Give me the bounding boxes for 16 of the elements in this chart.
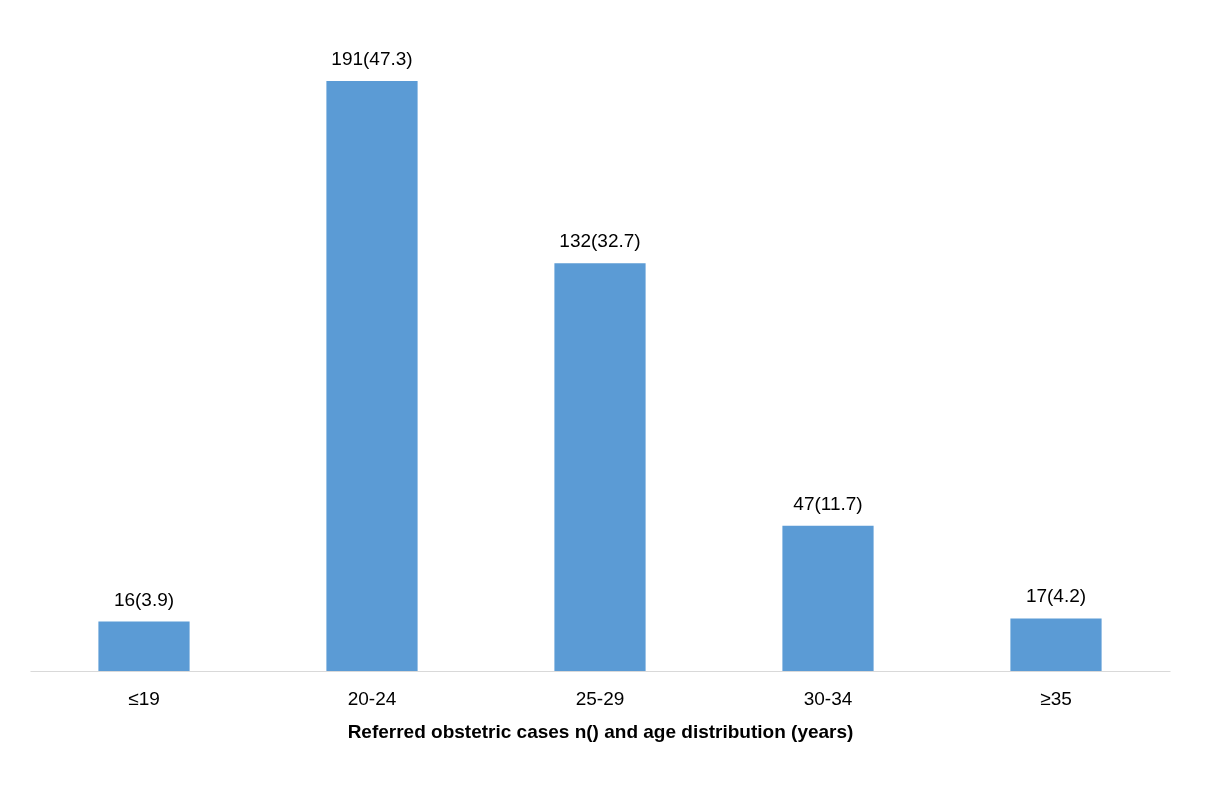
x-tick-label: 20-24 [347, 687, 397, 709]
data-label: 47(11.7) [793, 492, 863, 514]
x-tick-label: 30-34 [803, 687, 853, 709]
bar [554, 263, 646, 671]
bar [1010, 618, 1102, 671]
bar [98, 621, 190, 671]
x-tick-label: ≤19 [128, 687, 160, 709]
bar [782, 525, 874, 671]
data-label: 132(32.7) [559, 230, 641, 252]
x-tick-label: ≥35 [1040, 687, 1072, 709]
x-axis-title: Referred obstetric cases n() and age distribution (years) [347, 720, 854, 742]
data-label: 16(3.9) [113, 588, 175, 610]
data-label: 191(47.3) [331, 48, 413, 69]
x-tick-label: 25-29 [575, 687, 625, 709]
bar [326, 81, 418, 671]
data-label: 17(4.2) [1025, 585, 1087, 607]
